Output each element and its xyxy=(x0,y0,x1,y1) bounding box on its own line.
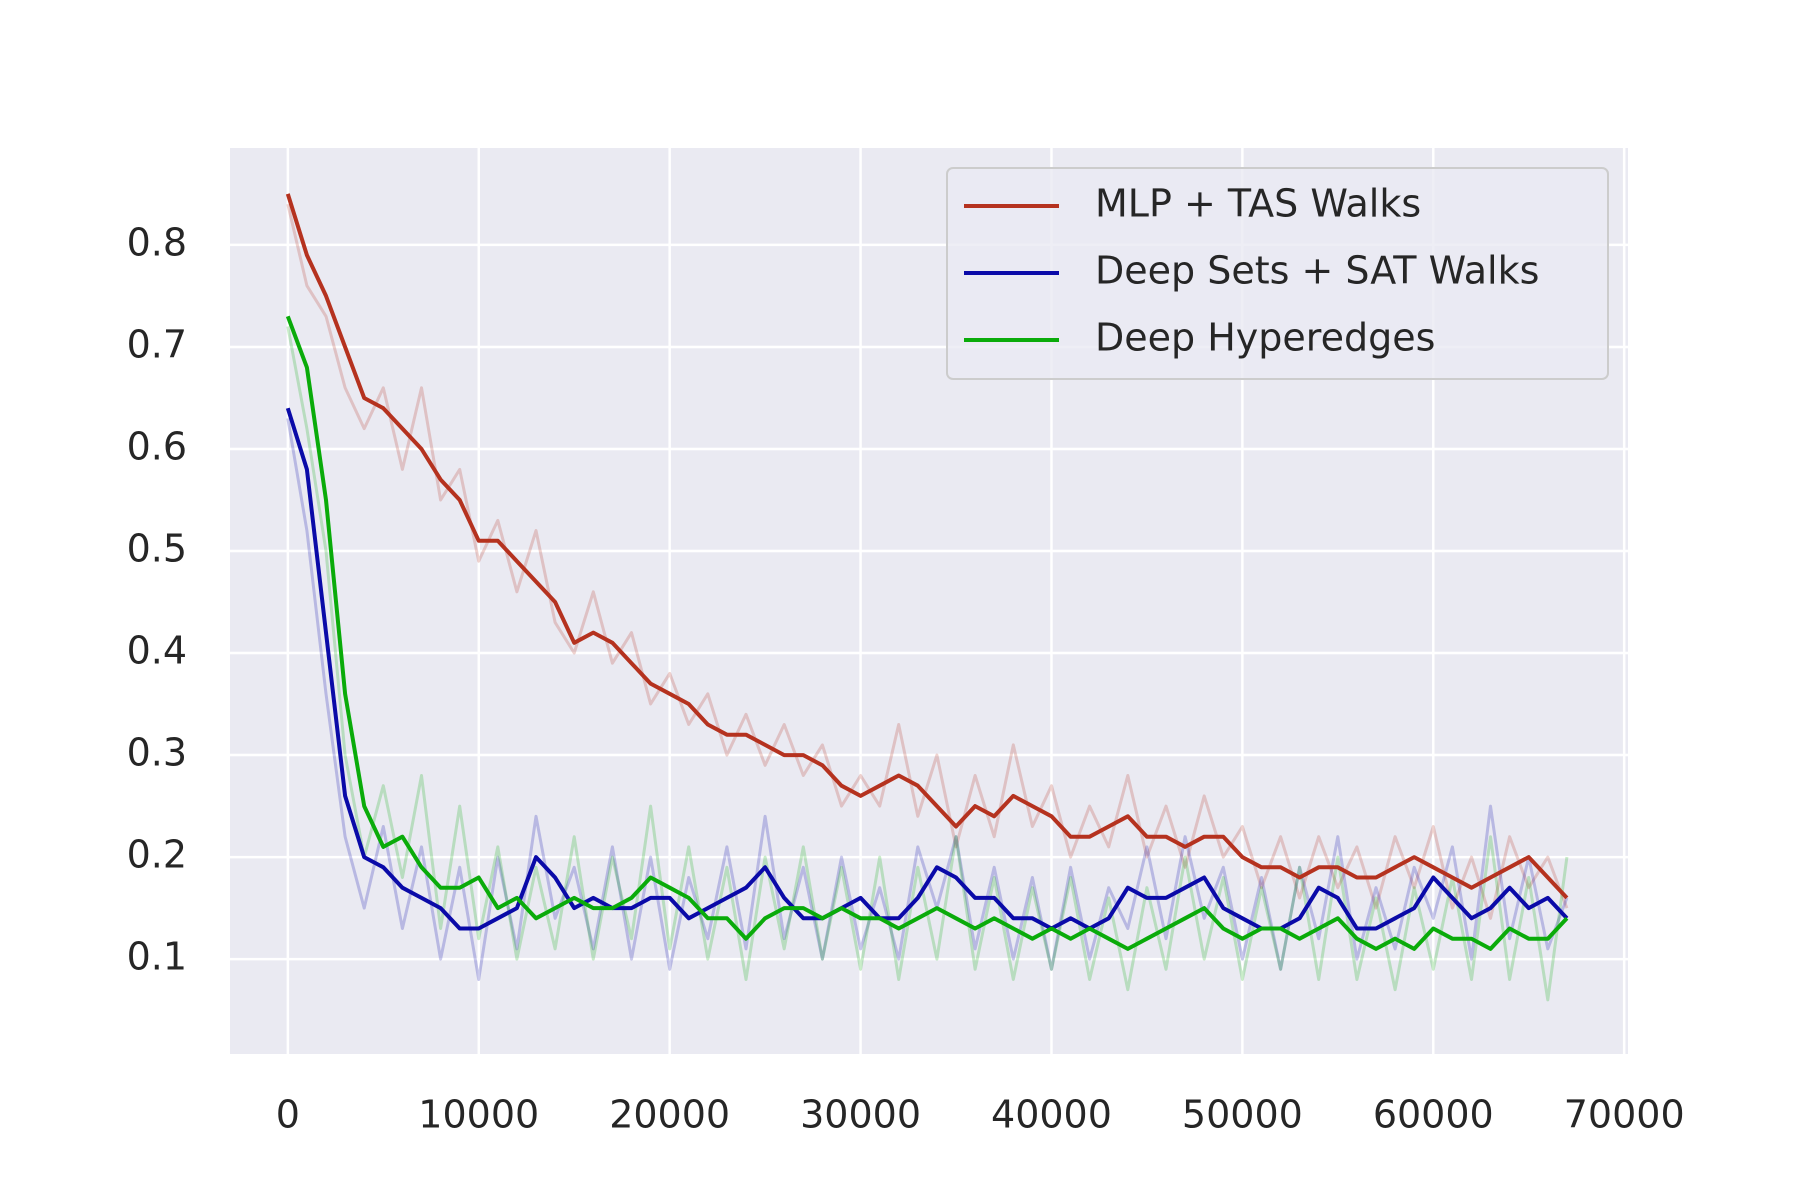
y-tick-label: 0.7 xyxy=(127,322,187,366)
legend-label: MLP + TAS Walks xyxy=(1095,182,1421,226)
y-tick-label: 0.1 xyxy=(127,935,187,979)
x-tick-label: 0 xyxy=(276,1093,300,1137)
raw-line xyxy=(286,418,1569,981)
series-line xyxy=(285,193,1569,900)
y-tick-label: 0.8 xyxy=(127,220,187,264)
x-tick-label: 20000 xyxy=(609,1093,730,1137)
x-tick-label: 30000 xyxy=(800,1093,921,1137)
legend-label: Deep Hyperedges xyxy=(1095,316,1435,360)
y-tick-label: 0.5 xyxy=(127,527,187,571)
y-tick-label: 0.2 xyxy=(127,833,187,877)
legend: MLP + TAS Walks Deep Sets + SAT Walks Deep… xyxy=(946,167,1609,380)
raw-line xyxy=(286,203,1569,920)
x-tick-label: 70000 xyxy=(1564,1093,1685,1137)
x-tick-label: 40000 xyxy=(991,1093,1112,1137)
y-tick-label: 0.6 xyxy=(127,424,187,468)
y-tick-label: 0.4 xyxy=(127,629,187,673)
x-tick-label: 10000 xyxy=(418,1093,539,1137)
legend-box xyxy=(946,167,1609,380)
x-tick-label: 50000 xyxy=(1182,1093,1303,1137)
legend-label: Deep Sets + SAT Walks xyxy=(1095,249,1539,293)
x-tick-label: 60000 xyxy=(1373,1093,1494,1137)
y-tick-label: 0.3 xyxy=(127,731,187,775)
lines xyxy=(285,193,1569,1002)
grid xyxy=(230,148,1628,1054)
series-line xyxy=(285,407,1569,931)
series-line xyxy=(285,315,1569,951)
